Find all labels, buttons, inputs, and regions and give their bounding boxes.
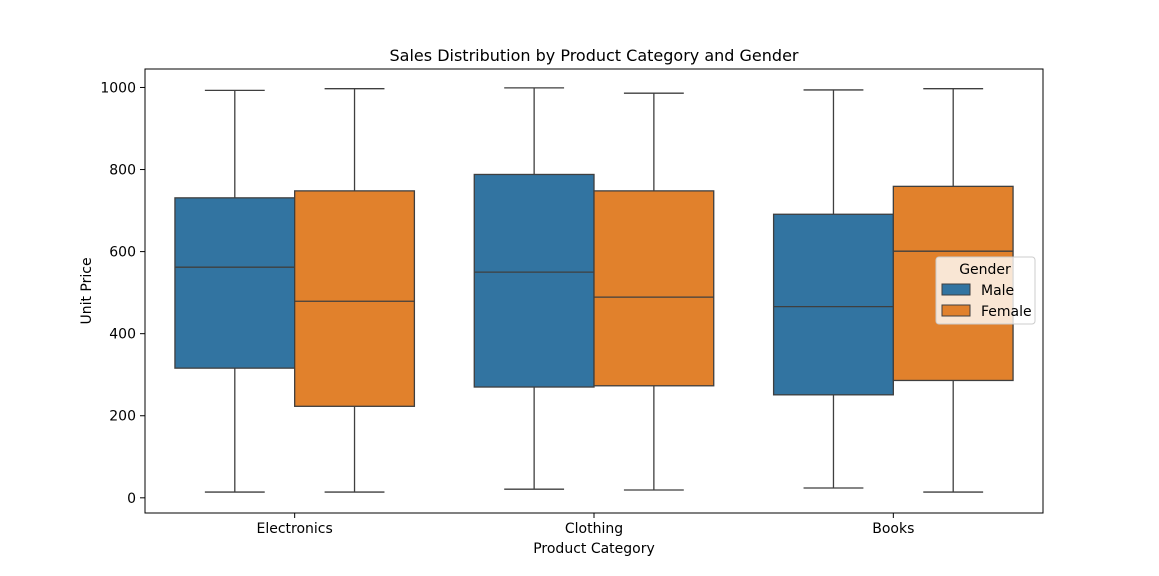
legend-swatch-female — [941, 304, 971, 317]
y-tick-label: 200 — [109, 409, 136, 425]
x-tick-label: Electronics — [257, 521, 333, 537]
y-tick-label: 1000 — [100, 80, 136, 96]
legend-title: Gender — [959, 262, 1011, 278]
y-tick-label: 800 — [109, 163, 136, 179]
x-tick-label: Books — [872, 521, 914, 537]
box — [473, 173, 595, 388]
box — [593, 190, 715, 387]
legend: Gender Male Female — [935, 256, 1036, 325]
y-tick-label: 600 — [109, 245, 136, 261]
x-axis-label: Product Category — [533, 541, 655, 557]
legend-label-female: Female — [981, 304, 1032, 320]
y-axis: 0 200 400 600 800 1000 — [100, 80, 145, 507]
y-axis-label: Unit Price — [79, 257, 95, 324]
boxplot-female-electronics — [294, 88, 416, 493]
boxplot-male-clothing — [473, 87, 595, 490]
y-tick-label: 400 — [109, 327, 136, 343]
y-tick-label: 0 — [127, 491, 136, 507]
boxplot-male-books — [772, 89, 894, 489]
legend-swatch-male — [941, 283, 971, 296]
boxplot-female-clothing — [593, 92, 715, 491]
x-axis: Electronics Clothing Books — [257, 513, 914, 537]
box — [772, 213, 894, 396]
chart-title: Sales Distribution by Product Category a… — [390, 46, 799, 65]
box — [294, 190, 416, 407]
box — [174, 197, 296, 369]
legend-items: Male Female — [941, 283, 1032, 320]
x-tick-label: Clothing — [565, 521, 623, 537]
legend-label-male: Male — [981, 283, 1014, 299]
boxplot-male-electronics — [174, 89, 296, 493]
